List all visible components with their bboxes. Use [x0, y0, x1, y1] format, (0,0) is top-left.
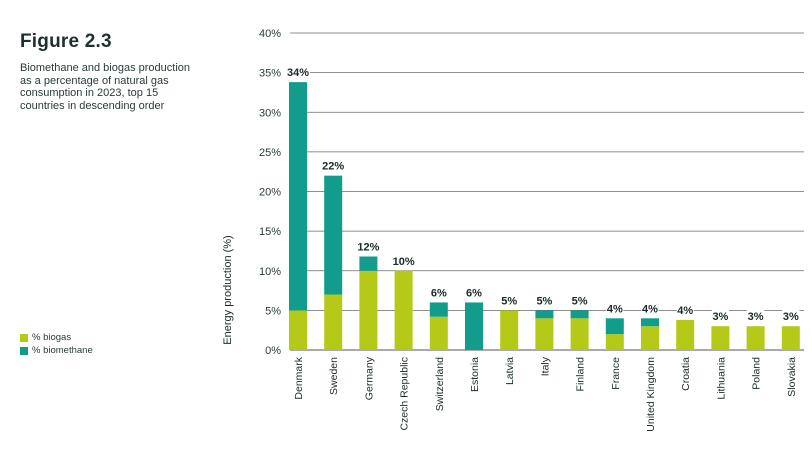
- data-label-bg-7: [535, 293, 553, 307]
- data-label-10: 4%: [642, 303, 658, 315]
- bar-biogas-0: [289, 310, 307, 350]
- data-label-6: 5%: [501, 295, 517, 307]
- y-tick-label-5: 5%: [265, 305, 281, 317]
- legend-label-biomethane: % biomethane: [32, 345, 93, 356]
- data-label-11: 4%: [677, 305, 693, 317]
- legend-item-biogas: % biogas: [20, 331, 93, 344]
- legend-swatch-biomethane: [20, 346, 28, 355]
- legend-item-biomethane: % biomethane: [20, 344, 93, 357]
- x-tick-label-13: Poland: [751, 357, 763, 390]
- data-label-14: 3%: [783, 311, 799, 323]
- data-label-bg-9: [606, 301, 624, 315]
- data-label-bg-13: [747, 309, 765, 323]
- data-label-bg-5: [465, 285, 483, 299]
- bar-biogas-12: [711, 326, 730, 350]
- bar-biogas-2: [359, 270, 378, 350]
- bar-biomethane-10: [641, 318, 659, 327]
- data-label-2: 12%: [357, 241, 379, 253]
- data-label-bg-3: [391, 253, 416, 267]
- bar-biomethane-7: [535, 310, 554, 319]
- y-tick-label-10: 10%: [259, 266, 281, 278]
- y-tick-label-0: 0%: [265, 345, 281, 357]
- x-tick-label-4: Switzerland: [434, 357, 446, 411]
- data-label-bg-12: [711, 309, 729, 323]
- x-tick-label-12: Lithuania: [715, 357, 727, 400]
- bar-biogas-3: [394, 270, 413, 350]
- data-label-bg-11: [676, 302, 694, 316]
- legend-swatch-biogas: [20, 333, 28, 342]
- data-label-bg-14: [782, 309, 800, 323]
- x-tick-label-8: Finland: [575, 357, 587, 392]
- data-label-12: 3%: [712, 311, 728, 323]
- x-tick-label-14: Slovakia: [786, 357, 798, 397]
- bar-biogas-4: [429, 316, 448, 350]
- figure-description: Biomethane and biogas production as a pe…: [20, 62, 191, 112]
- bar-biomethane-0: [289, 82, 307, 311]
- data-label-bg-2: [356, 239, 381, 253]
- bar-biomethane-9: [605, 318, 624, 335]
- legend-label-biogas: % biogas: [32, 332, 72, 343]
- data-label-13: 3%: [748, 311, 764, 323]
- data-label-4: 6%: [431, 287, 447, 299]
- y-tick-label-20: 20%: [259, 187, 281, 199]
- bar-biogas-7: [535, 318, 554, 350]
- bar-biomethane-4: [429, 302, 448, 317]
- bar-biogas-6: [500, 310, 519, 350]
- x-tick-label-5: Estonia: [469, 357, 481, 392]
- x-tick-label-9: France: [610, 357, 622, 390]
- data-label-7: 5%: [536, 295, 552, 307]
- data-label-bg-0: [286, 65, 310, 79]
- bar-biomethane-5: [465, 302, 483, 350]
- bar-biogas-14: [781, 326, 800, 350]
- bar-biomethane-1: [324, 175, 343, 295]
- x-tick-label-11: Croatia: [680, 357, 692, 391]
- x-tick-label-1: Sweden: [328, 357, 340, 395]
- data-label-3: 10%: [393, 256, 415, 268]
- bar-biomethane-2: [359, 256, 378, 271]
- x-tick-label-7: Italy: [539, 356, 551, 376]
- y-tick-label-15: 15%: [259, 226, 281, 238]
- data-label-0: 34%: [287, 67, 309, 79]
- bar-biomethane-8: [570, 310, 589, 319]
- x-tick-label-10: United Kingdom: [645, 357, 657, 432]
- x-tick-label-0: Denmark: [293, 356, 305, 399]
- bar-biogas-11: [676, 319, 695, 350]
- data-label-bg-8: [571, 293, 589, 307]
- y-tick-label-30: 30%: [259, 107, 281, 119]
- x-tick-label-2: Germany: [363, 356, 375, 400]
- data-label-bg-4: [430, 285, 448, 299]
- data-label-9: 4%: [607, 303, 623, 315]
- x-tick-label-6: Latvia: [504, 357, 516, 385]
- y-tick-label-35: 35%: [259, 68, 281, 80]
- bar-biogas-1: [324, 294, 343, 350]
- data-label-bg-1: [321, 158, 346, 172]
- data-label-5: 6%: [466, 287, 482, 299]
- bar-biogas-13: [746, 326, 765, 350]
- bar-biogas-8: [570, 318, 589, 350]
- data-label-8: 5%: [572, 295, 588, 307]
- data-label-1: 22%: [322, 161, 344, 173]
- data-label-bg-10: [641, 301, 659, 315]
- y-tick-label-40: 40%: [259, 28, 281, 40]
- figure-title: Figure 2.3: [20, 31, 112, 52]
- chart-legend: % biogas % biomethane: [20, 331, 93, 357]
- bar-biogas-10: [641, 326, 659, 350]
- y-tick-label-25: 25%: [259, 147, 281, 159]
- y-axis-label: Energy production (%): [222, 235, 234, 344]
- x-tick-label-3: Czech Republic: [399, 357, 411, 431]
- data-label-bg-6: [500, 293, 518, 307]
- bar-biogas-9: [605, 334, 624, 350]
